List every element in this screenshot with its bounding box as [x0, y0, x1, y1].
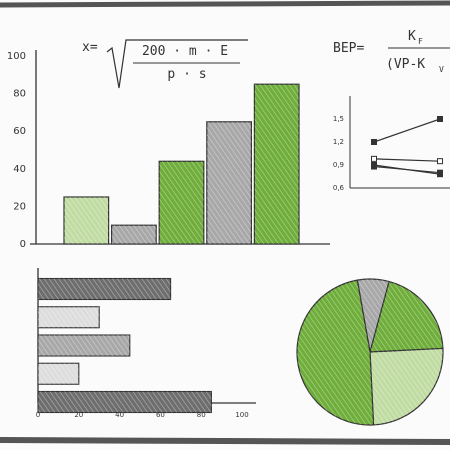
line-point [437, 158, 443, 165]
formula-lhs: x= [82, 40, 98, 55]
h-x-tick-label: 100 [235, 411, 248, 419]
line-chart: 0,6 0,9 1,2 1,5 [333, 96, 450, 192]
bep-denominator-sub: V [439, 65, 444, 74]
h-x-tick-label: 60 [156, 411, 165, 419]
line-point [371, 163, 377, 170]
horizontal-bar-hatching [38, 363, 79, 385]
formula-numerator: 200 · m · E [142, 44, 228, 59]
formula-bep: BEP= K F (VP-K V [333, 29, 450, 74]
h-x-tick-label: 40 [115, 411, 124, 419]
h-x-tick-label: 20 [74, 411, 83, 419]
pie-slice-hatching [370, 348, 443, 425]
top-border [0, 0, 450, 8]
line-point [437, 116, 443, 122]
vertical-bar-chart: 0 20 40 60 80 100 [7, 50, 330, 250]
line-series [373, 118, 441, 143]
pie-slice-hatching [357, 279, 390, 352]
y-tick-label: 40 [13, 164, 26, 175]
bep-denominator: (VP-K [386, 57, 425, 72]
horizontal-bar-hatching [38, 335, 130, 356]
h-x-tick-label: 80 [197, 411, 206, 419]
y-tick-label: 20 [13, 201, 26, 212]
vertical-bar-hatching [254, 84, 299, 244]
h-x-tick-label: 0 [36, 411, 40, 419]
y-tick-label: 0 [20, 239, 26, 250]
bep-numerator: K [408, 29, 416, 44]
pie-chart [296, 278, 444, 426]
y-tick-label: 80 [13, 89, 26, 100]
pie-slice-hatching [296, 280, 374, 425]
line-y-tick-label: 1,5 [333, 115, 344, 123]
line-y-tick-label: 1,2 [333, 138, 344, 146]
line-series [373, 165, 441, 174]
bottom-border [0, 437, 450, 445]
y-tick-label: 60 [13, 126, 26, 137]
line-point [437, 169, 443, 176]
pie-slice-hatching [370, 281, 443, 352]
vertical-bar-hatching [111, 225, 157, 244]
bep-numerator-sub: F [418, 37, 423, 46]
horizontal-bar-chart: 0 20 40 60 80 100 [36, 268, 256, 419]
vertical-bar-hatching [64, 197, 109, 244]
line-series [373, 158, 441, 162]
line-y-tick-label: 0,9 [333, 161, 344, 169]
formula-denominator: p · s [167, 67, 206, 82]
vertical-bar-hatching [206, 121, 252, 244]
horizontal-bar-hatching [38, 278, 171, 300]
line-y-tick-label: 0,6 [333, 184, 345, 192]
vertical-bar-hatching [159, 161, 204, 244]
line-point [371, 139, 377, 145]
line-point [371, 155, 377, 162]
bep-lhs: BEP= [333, 41, 364, 56]
horizontal-bar-hatching [38, 306, 100, 328]
y-tick-label: 100 [7, 51, 26, 62]
horizontal-bar-hatching [38, 391, 212, 413]
formula-x: x= 200 · m · E p · s [82, 39, 248, 89]
radical-sign [106, 39, 248, 89]
